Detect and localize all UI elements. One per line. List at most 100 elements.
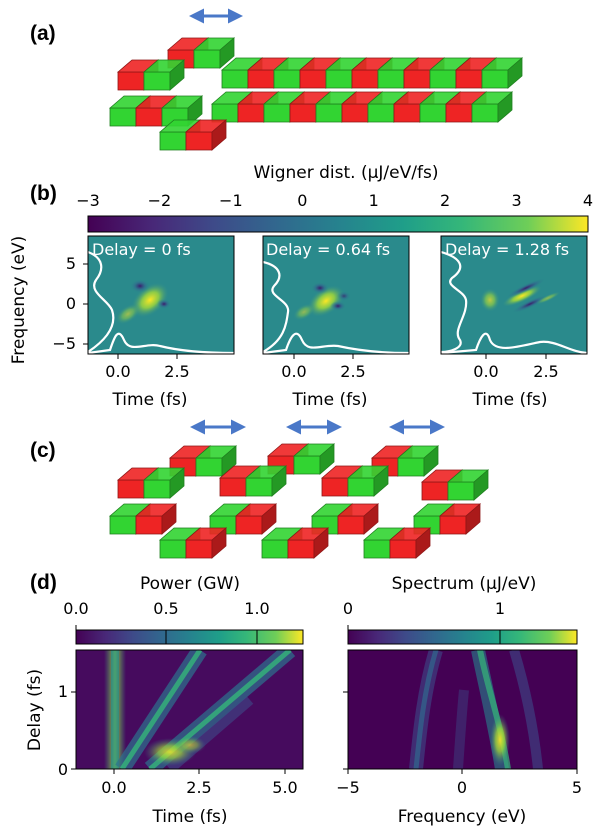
magnet-block	[159, 539, 187, 559]
magnet-block	[271, 465, 287, 497]
delay-annotation: Delay = 0 fs	[92, 240, 191, 259]
magnet-block	[161, 503, 177, 535]
b1-xtick: 2.5	[164, 362, 189, 381]
d-right-xtick: 0	[457, 778, 467, 797]
wigner-colorbar-tick: 0	[297, 191, 307, 210]
b2-xlabel: Time (fs)	[291, 390, 367, 410]
b2-xtick: 0.0	[281, 362, 306, 381]
wigner-colorbar-tick: −3	[76, 191, 100, 210]
magnet-block	[185, 539, 213, 559]
magnet-block	[261, 539, 289, 559]
d-right-xtick: −5	[336, 778, 360, 797]
magnet-block	[211, 527, 227, 559]
power-colorbar-tick: 1.0	[244, 599, 269, 618]
magnet-block	[143, 71, 171, 91]
magnet-block	[377, 69, 405, 89]
magnet-block	[465, 503, 481, 535]
d-left-xtick: 2.5	[186, 778, 211, 797]
d-ytick: 1	[58, 682, 68, 701]
panel-label-c: (c)	[30, 439, 56, 462]
magnet-block	[261, 503, 277, 535]
spectrum-colorbar	[347, 629, 578, 645]
magnet-block	[455, 69, 483, 89]
d-ytick: 0	[58, 760, 68, 779]
wigner-plot-delay-0: Delay = 0 fs	[87, 235, 235, 355]
magnet-block	[135, 107, 163, 127]
magnet-block	[109, 515, 137, 535]
magnet-block	[373, 465, 389, 497]
b-ylabel: Frequency (eV)	[9, 236, 29, 365]
wigner-colorbar	[87, 215, 589, 233]
magnet-block	[397, 457, 425, 477]
magnet-block	[347, 477, 375, 497]
magnet-block	[117, 71, 145, 91]
magnet-block	[195, 457, 223, 477]
magnet-block	[193, 49, 221, 69]
magnet-block	[159, 131, 187, 151]
magnet-block	[289, 103, 317, 123]
b-yticks	[83, 263, 88, 345]
magnet-block	[313, 527, 329, 559]
magnet-block	[211, 103, 239, 123]
b3-xtick: 0.0	[473, 362, 498, 381]
spectrum-colorbar-label: Spectrum (μJ/eV)	[392, 574, 537, 594]
magnet-block	[247, 69, 275, 89]
magnet-block	[117, 479, 145, 499]
delay-annotation: Delay = 1.28 fs	[445, 240, 569, 259]
magnet-block	[351, 69, 379, 89]
magnet-block	[245, 477, 273, 497]
b-xticks	[117, 354, 547, 359]
magnet-block	[429, 69, 457, 89]
d-left-xtick: 5.0	[272, 778, 297, 797]
magnet-block	[293, 455, 321, 475]
undulator-diagram-c	[108, 443, 490, 559]
magnet-block	[481, 69, 509, 89]
panel-label-d: (d)	[30, 571, 57, 594]
wigner-plot-delay-0p64: Delay = 0.64 fs	[262, 235, 410, 355]
d-ylabel: Delay (fs)	[25, 669, 45, 751]
undulator-diagram-a	[108, 37, 524, 151]
magnet-block	[507, 57, 523, 89]
power-colorbar	[75, 629, 304, 645]
magnet-block	[325, 69, 353, 89]
magnet-block	[219, 37, 235, 69]
wigner-colorbar-tick: 2	[440, 191, 450, 210]
wigner-colorbar-tick: 4	[583, 191, 593, 210]
magnet-block	[299, 69, 327, 89]
magnet-block	[473, 469, 489, 501]
d-left-xlabel: Time (fs)	[151, 807, 227, 827]
power-colorbar-tick: 0.0	[63, 599, 88, 618]
magnet-block	[221, 445, 237, 477]
magnet-block	[341, 103, 369, 123]
magnet-block	[211, 119, 227, 151]
d-left-xtick: 0.0	[101, 778, 126, 797]
wigner-colorbar-tick: −2	[148, 191, 172, 210]
power-colorbar-ticks	[75, 625, 258, 644]
b-ytick: 5	[66, 254, 76, 273]
wigner-plot-delay-1p28: Delay = 1.28 fs	[440, 235, 588, 355]
magnet-block	[421, 481, 449, 501]
spectrum-heatmap	[347, 649, 578, 770]
magnet-block	[237, 103, 265, 123]
magnet-block	[221, 69, 249, 89]
magnet-block	[415, 527, 431, 559]
magnet-block	[439, 515, 467, 535]
magnet-block	[235, 515, 263, 535]
b2-xtick: 2.5	[340, 362, 365, 381]
magnet-block	[497, 91, 513, 123]
magnet-block	[219, 477, 247, 497]
magnet-block	[363, 503, 379, 535]
b1-xlabel: Time (fs)	[111, 390, 187, 410]
b3-xlabel: Time (fs)	[471, 390, 547, 410]
panel-label-b: (b)	[30, 182, 57, 205]
d-right-xtick: 5	[572, 778, 582, 797]
wigner-colorbar-tick: −1	[219, 191, 243, 210]
magnet-block	[337, 515, 365, 535]
b1-xtick: 0.0	[105, 362, 130, 381]
magnet-block	[315, 103, 343, 123]
magnet-block	[445, 103, 473, 123]
spectrum-colorbar-ticks	[347, 625, 501, 644]
magnet-block	[419, 103, 447, 123]
wigner-colorbar-label: Wigner dist. (μJ/eV/fs)	[254, 163, 439, 183]
